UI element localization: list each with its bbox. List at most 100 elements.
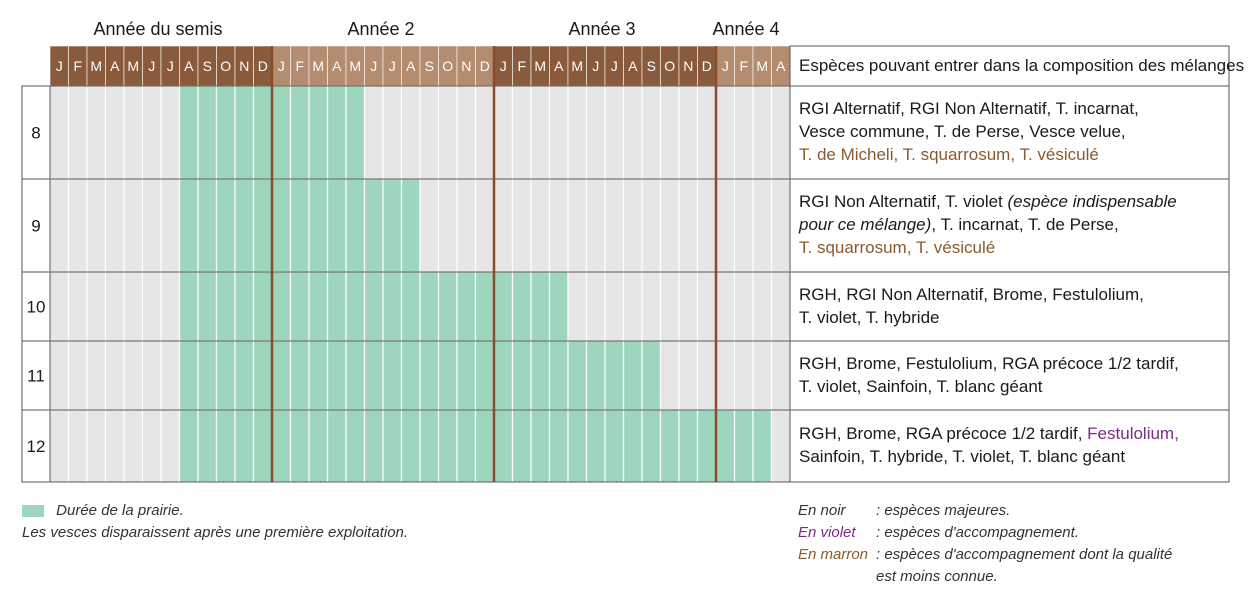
month-label: M bbox=[90, 58, 102, 74]
month-label: J bbox=[592, 58, 599, 74]
empty-month-cell bbox=[86, 85, 107, 180]
empty-month-cell bbox=[123, 340, 144, 411]
empty-month-cell bbox=[752, 271, 773, 342]
prairie-duration-cell bbox=[585, 340, 606, 411]
species-line: Sainfoin, T. hybride, T. violet, T. blan… bbox=[799, 445, 1239, 468]
prairie-duration-cell bbox=[326, 340, 347, 411]
prairie-duration-cell bbox=[271, 178, 292, 273]
species-text: Festulolium, bbox=[1087, 424, 1179, 443]
prairie-duration-cell bbox=[659, 409, 680, 483]
empty-month-cell bbox=[604, 178, 625, 273]
month-label: A bbox=[554, 58, 564, 74]
empty-month-cell bbox=[641, 271, 662, 342]
month-label: J bbox=[167, 58, 174, 74]
species-line: pour ce mélange), T. incarnat, T. de Per… bbox=[799, 213, 1239, 236]
empty-month-cell bbox=[141, 271, 162, 342]
month-label: F bbox=[73, 58, 82, 74]
empty-month-cell bbox=[770, 178, 791, 273]
empty-month-cell bbox=[104, 271, 125, 342]
month-label: O bbox=[220, 58, 231, 74]
empty-month-cell bbox=[770, 340, 791, 411]
prairie-duration-cell bbox=[530, 409, 551, 483]
empty-month-cell bbox=[160, 178, 181, 273]
empty-month-cell bbox=[86, 178, 107, 273]
empty-month-cell bbox=[437, 178, 458, 273]
legend-duration: Durée de la prairie. bbox=[22, 500, 408, 522]
prairie-duration-cell bbox=[474, 409, 495, 483]
row-number-cell bbox=[21, 178, 51, 273]
empty-month-cell bbox=[141, 340, 162, 411]
species-text: T. violet, Sainfoin, T. blanc géant bbox=[799, 376, 1043, 396]
prairie-duration-cell bbox=[437, 340, 458, 411]
prairie-duration-cell bbox=[419, 409, 440, 483]
empty-month-cell bbox=[419, 85, 440, 180]
empty-month-cell bbox=[437, 85, 458, 180]
empty-month-cell bbox=[567, 271, 588, 342]
species-cell: RGI Alternatif, RGI Non Alternatif, T. i… bbox=[799, 97, 1239, 166]
empty-month-cell bbox=[123, 271, 144, 342]
prairie-duration-cell bbox=[252, 409, 273, 483]
month-label: J bbox=[722, 58, 729, 74]
legend-value-brown: : espèces d'accompagnement dont la quali… bbox=[876, 546, 1173, 563]
prairie-duration-cell bbox=[622, 340, 643, 411]
species-line: RGH, Brome, RGA précoce 1/2 tardif, Fest… bbox=[799, 422, 1239, 445]
species-text: T. squarrosum, T. vésiculé bbox=[799, 238, 996, 257]
prairie-duration-cell bbox=[419, 340, 440, 411]
empty-month-cell bbox=[659, 85, 680, 180]
empty-month-cell bbox=[160, 340, 181, 411]
empty-month-cell bbox=[567, 85, 588, 180]
prairie-duration-cell bbox=[215, 340, 236, 411]
month-label: F bbox=[739, 58, 748, 74]
row-number-cell bbox=[21, 409, 51, 483]
empty-month-cell bbox=[104, 409, 125, 483]
empty-month-cell bbox=[67, 85, 88, 180]
empty-month-cell bbox=[678, 178, 699, 273]
empty-month-cell bbox=[493, 178, 514, 273]
month-label: O bbox=[442, 58, 453, 74]
prairie-duration-cell bbox=[197, 178, 218, 273]
empty-month-cell bbox=[123, 178, 144, 273]
prairie-duration-cell bbox=[197, 409, 218, 483]
empty-month-cell bbox=[419, 178, 440, 273]
row-number-cell bbox=[21, 340, 51, 411]
month-label: M bbox=[349, 58, 361, 74]
prairie-duration-cell bbox=[289, 340, 310, 411]
empty-month-cell bbox=[715, 340, 736, 411]
empty-month-cell bbox=[141, 85, 162, 180]
empty-month-cell bbox=[733, 85, 754, 180]
species-text: T. de Micheli, T. squarrosum, T. vésicul… bbox=[799, 145, 1099, 164]
prairie-duration-cell bbox=[382, 340, 403, 411]
empty-month-cell bbox=[696, 178, 717, 273]
empty-month-cell bbox=[622, 271, 643, 342]
empty-month-cell bbox=[474, 178, 495, 273]
month-label: A bbox=[406, 58, 416, 74]
legend-key-violet: En violet bbox=[798, 524, 856, 541]
empty-month-cell bbox=[733, 340, 754, 411]
month-label: M bbox=[312, 58, 324, 74]
empty-month-cell bbox=[715, 271, 736, 342]
prairie-duration-cell bbox=[326, 409, 347, 483]
empty-month-cell bbox=[548, 178, 569, 273]
species-text: RGI Alternatif, RGI Non Alternatif, T. i… bbox=[799, 99, 1139, 118]
prairie-duration-cell bbox=[308, 340, 329, 411]
empty-month-cell bbox=[400, 85, 421, 180]
month-label: O bbox=[664, 58, 675, 74]
month-label: M bbox=[571, 58, 583, 74]
empty-month-cell bbox=[141, 409, 162, 483]
empty-month-cell bbox=[67, 409, 88, 483]
species-text: RGH, Brome, RGA précoce 1/2 tardif, bbox=[799, 424, 1088, 443]
prairie-duration-cell bbox=[178, 85, 199, 180]
prairie-duration-cell bbox=[234, 85, 255, 180]
empty-month-cell bbox=[678, 271, 699, 342]
species-cell: RGH, Brome, Festulolium, RGA précoce 1/2… bbox=[799, 352, 1239, 398]
month-label: D bbox=[480, 58, 490, 74]
prairie-duration-cell bbox=[530, 271, 551, 342]
empty-month-cell bbox=[604, 85, 625, 180]
month-label: J bbox=[56, 58, 63, 74]
prairie-duration-cell bbox=[289, 178, 310, 273]
species-line: RGI Non Alternatif, T. violet (espèce in… bbox=[799, 190, 1239, 213]
prairie-duration-cell bbox=[511, 409, 532, 483]
prairie-duration-cell bbox=[400, 409, 421, 483]
prairie-duration-cell bbox=[493, 271, 514, 342]
empty-month-cell bbox=[585, 271, 606, 342]
